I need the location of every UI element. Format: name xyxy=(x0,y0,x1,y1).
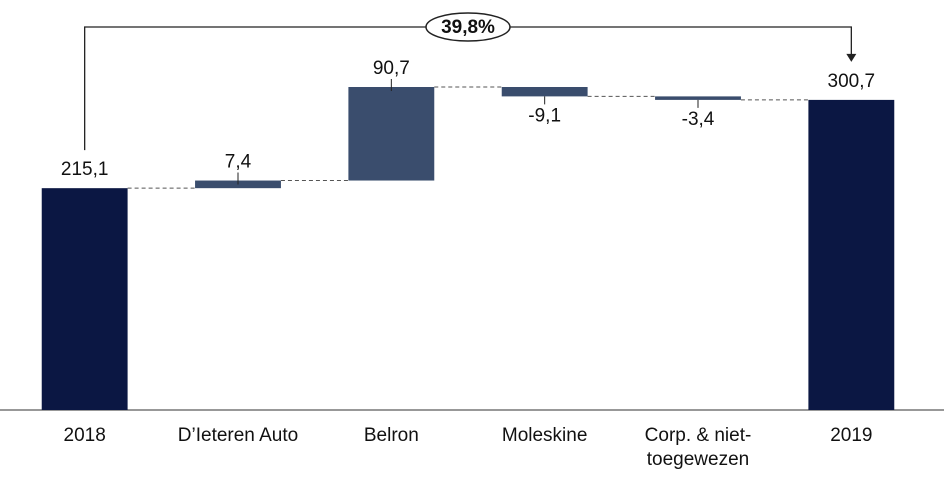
annotation: 39,8% xyxy=(441,17,495,38)
annotation-line xyxy=(84,26,852,151)
x-tick-label: Corp. & niet-toegewezen xyxy=(644,425,752,470)
x-tick-label: Belron xyxy=(363,425,419,446)
value-label: 90,7 xyxy=(373,58,410,79)
annotation-arrow xyxy=(846,53,857,62)
value-label: -9,1 xyxy=(528,105,561,126)
bar xyxy=(348,87,435,181)
bar xyxy=(41,188,128,410)
x-tick-label: D’Ieteren Auto xyxy=(177,425,299,446)
value-label: -3,4 xyxy=(682,109,715,130)
bar xyxy=(655,96,741,100)
bar xyxy=(808,99,895,411)
x-tick-label: Moleskine xyxy=(501,425,588,446)
x-tick-label: 2018 xyxy=(63,425,106,446)
value-label: 215,1 xyxy=(61,159,109,180)
x-tick-label: 2019 xyxy=(830,425,873,446)
value-label: 7,4 xyxy=(225,152,252,173)
value-label: 300,7 xyxy=(828,71,876,92)
annotation-bubble xyxy=(425,12,511,42)
bar xyxy=(501,87,588,97)
